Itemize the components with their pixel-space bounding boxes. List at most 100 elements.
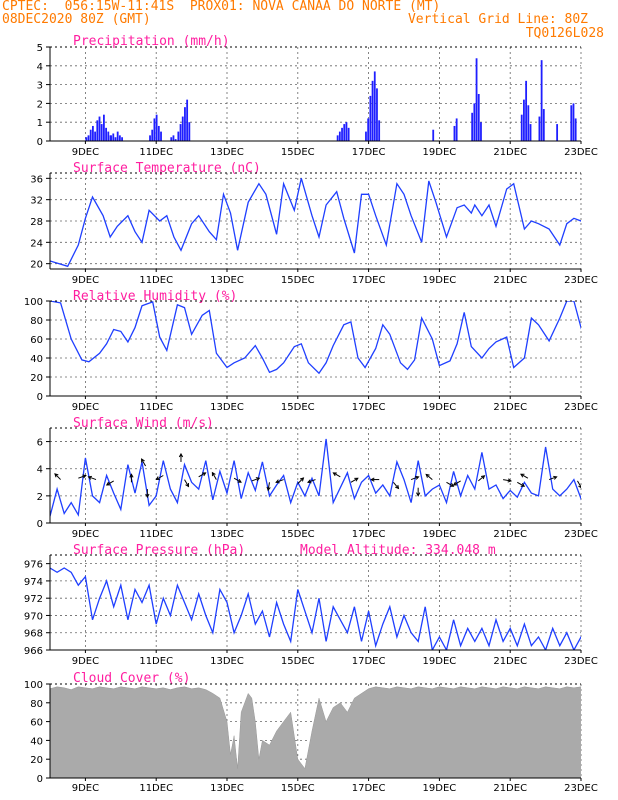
precip-xtick: 9DEC <box>72 147 99 158</box>
precip-bar <box>529 124 532 141</box>
cloud-title: Cloud Cover (%) <box>73 671 190 686</box>
precip-xtick: 11DEC <box>139 147 173 158</box>
precip-bar <box>570 105 573 141</box>
wind-xtick: 17DEC <box>352 529 386 540</box>
humidity-title: Relative Humidity (%) <box>73 289 237 304</box>
precip-bar <box>94 131 96 141</box>
precip-title: Precipitation (mm/h) <box>73 34 230 49</box>
precip-bar <box>376 88 378 141</box>
precip-bar <box>160 131 162 141</box>
temp-xtick: 23DEC <box>564 275 598 286</box>
precip-bar <box>92 125 94 141</box>
wind-arrow <box>446 481 455 487</box>
precip-bar <box>170 137 173 141</box>
cloud-ytick: 40 <box>30 736 43 747</box>
header-station: CPTEC: 056:15W-11:41S PROX01: NOVA CANAA… <box>2 0 441 14</box>
cloud-xtick: 13DEC <box>210 783 244 794</box>
precip-bar <box>107 131 110 141</box>
precip-bar <box>155 114 158 141</box>
precip-bar <box>477 94 480 141</box>
wind-xtick: 9DEC <box>72 529 99 540</box>
precip-xtick: 15DEC <box>281 147 315 158</box>
header-grid-line: Vertical Grid Line: 80Z <box>407 12 588 27</box>
wind-ytick: 4 <box>37 465 43 476</box>
wind-arrow <box>87 475 97 481</box>
wind-arrow <box>410 475 420 481</box>
precip-bar <box>371 80 374 141</box>
pressure-ytick: 976 <box>24 560 43 571</box>
wind-arrow <box>184 479 190 488</box>
pressure-xtick: 11DEC <box>139 656 173 667</box>
wind-arrow <box>332 472 341 478</box>
precip-bar <box>556 124 559 141</box>
precip-bar <box>172 135 175 141</box>
cloud-panel: Cloud Cover (%) 0 20 40 60 80 100 9DEC 11DEC 13DE… <box>24 671 598 794</box>
temp-xtick: 19DEC <box>423 275 457 286</box>
humidity-panel: Relative Humidity (%) 0 20 40 60 80 100 9DEC 11D… <box>24 289 598 413</box>
cloud-ytick: 20 <box>30 755 43 766</box>
precip-bar <box>473 103 476 141</box>
wind-xtick: 11DEC <box>139 529 173 540</box>
cloud-xtick: 9DEC <box>72 783 99 794</box>
precip-xtick: 19DEC <box>423 147 457 158</box>
pressure-ytick: 966 <box>24 646 43 657</box>
pressure-annotation: Model Altitude: 334.048 m <box>300 543 496 558</box>
precip-bar <box>538 116 541 141</box>
wind-xtick: 13DEC <box>210 529 244 540</box>
cloud-ytick: 60 <box>30 718 43 729</box>
humidity-ytick: 40 <box>30 354 43 365</box>
wind-arrow <box>233 477 242 483</box>
precip-xtick: 23DEC <box>564 147 598 158</box>
humidity-xtick: 17DEC <box>352 402 386 413</box>
precip-bar <box>336 135 339 141</box>
temp-xtick: 21DEC <box>493 275 527 286</box>
cloud-xtick: 19DEC <box>423 783 457 794</box>
pressure-panel: Surface Pressure (hPa) Model Altitude: 33… <box>24 543 598 667</box>
humidity-xtick: 23DEC <box>564 402 598 413</box>
cloud-ytick: 0 <box>37 774 43 785</box>
precip-ytick: 4 <box>37 62 43 73</box>
temp-ytick: 20 <box>30 260 43 271</box>
temp-panel: Surface Temperature (nC) 20 24 28 32 36 9DEC 11… <box>30 161 598 286</box>
precip-bar <box>177 131 180 141</box>
precip-bar <box>112 133 115 141</box>
precip-bar <box>455 118 458 141</box>
cloud-ytick: 80 <box>30 699 43 710</box>
precip-bar <box>520 114 523 141</box>
temp-xtick: 15DEC <box>281 275 315 286</box>
wind-arrow <box>251 477 261 482</box>
wind-ytick: 0 <box>37 519 43 530</box>
wind-arrow <box>145 489 150 499</box>
wind-arrow <box>503 478 513 483</box>
pressure-xtick: 15DEC <box>281 656 315 667</box>
wind-xtick: 19DEC <box>423 529 457 540</box>
precip-bar <box>369 95 372 141</box>
temp-ytick: 24 <box>30 238 43 249</box>
humidity-ytick: 60 <box>30 335 43 346</box>
wind-arrow <box>129 473 134 483</box>
precip-bar <box>471 112 474 141</box>
pressure-ytick: 968 <box>24 629 43 640</box>
wind-arrow <box>155 475 164 481</box>
precip-bar <box>432 129 435 141</box>
humidity-ytick: 0 <box>37 392 43 403</box>
wind-xtick: 23DEC <box>564 529 598 540</box>
precip-bar <box>179 124 182 141</box>
wind-arrow <box>577 480 581 489</box>
wind-xtick: 15DEC <box>281 529 315 540</box>
wind-arrow <box>307 479 316 484</box>
precip-bar <box>157 125 160 141</box>
cloud-ytick: 100 <box>24 680 43 691</box>
temp-xtick: 13DEC <box>210 275 244 286</box>
precip-ytick: 3 <box>37 81 43 92</box>
wind-panel: Surface Wind (m/s) 0 2 4 6 9DEC 11DEC 13DEC 15DE… <box>37 416 598 540</box>
precip-bar <box>347 127 350 141</box>
temp-ytick: 28 <box>30 217 43 228</box>
pressure-xtick: 23DEC <box>564 656 598 667</box>
temp-ytick: 36 <box>30 174 43 185</box>
wind-arrow <box>297 477 305 484</box>
precip-bar <box>525 80 528 141</box>
precip-bar <box>116 131 119 141</box>
precip-bar <box>453 125 456 141</box>
